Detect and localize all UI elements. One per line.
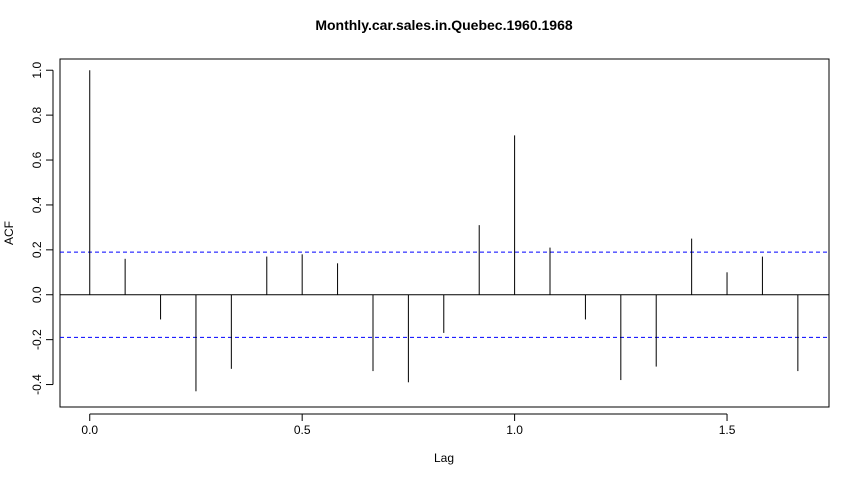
y-tick-label: 0.8 — [30, 106, 44, 123]
y-tick-label: -0.4 — [30, 374, 44, 395]
y-tick-label: 0.2 — [30, 241, 44, 258]
y-tick-label: -0.2 — [30, 329, 44, 350]
x-tick-label: 0.5 — [294, 423, 311, 437]
x-tick-label: 0.0 — [81, 423, 98, 437]
y-axis-title: ACF — [2, 221, 16, 245]
x-axis: 0.0 0.5 1.0 1.5 — [81, 413, 736, 437]
y-tick-label: 0.6 — [30, 151, 44, 168]
x-tick-label: 1.5 — [719, 423, 736, 437]
x-axis-title: Lag — [434, 451, 454, 465]
acf-bars — [89, 70, 799, 392]
y-tick-label: 1.0 — [30, 62, 44, 79]
y-axis: -0.4 -0.2 0.0 0.2 0.4 0.6 0.8 1.0 — [30, 62, 54, 395]
chart-title: Monthly.car.sales.in.Quebec.1960.1968 — [315, 17, 573, 33]
plot-area-frame — [59, 58, 830, 408]
x-tick-label: 1.0 — [506, 423, 523, 437]
y-tick-label: 0.0 — [30, 286, 44, 303]
confidence-bounds — [60, 251, 829, 338]
y-tick-label: 0.4 — [30, 196, 44, 213]
